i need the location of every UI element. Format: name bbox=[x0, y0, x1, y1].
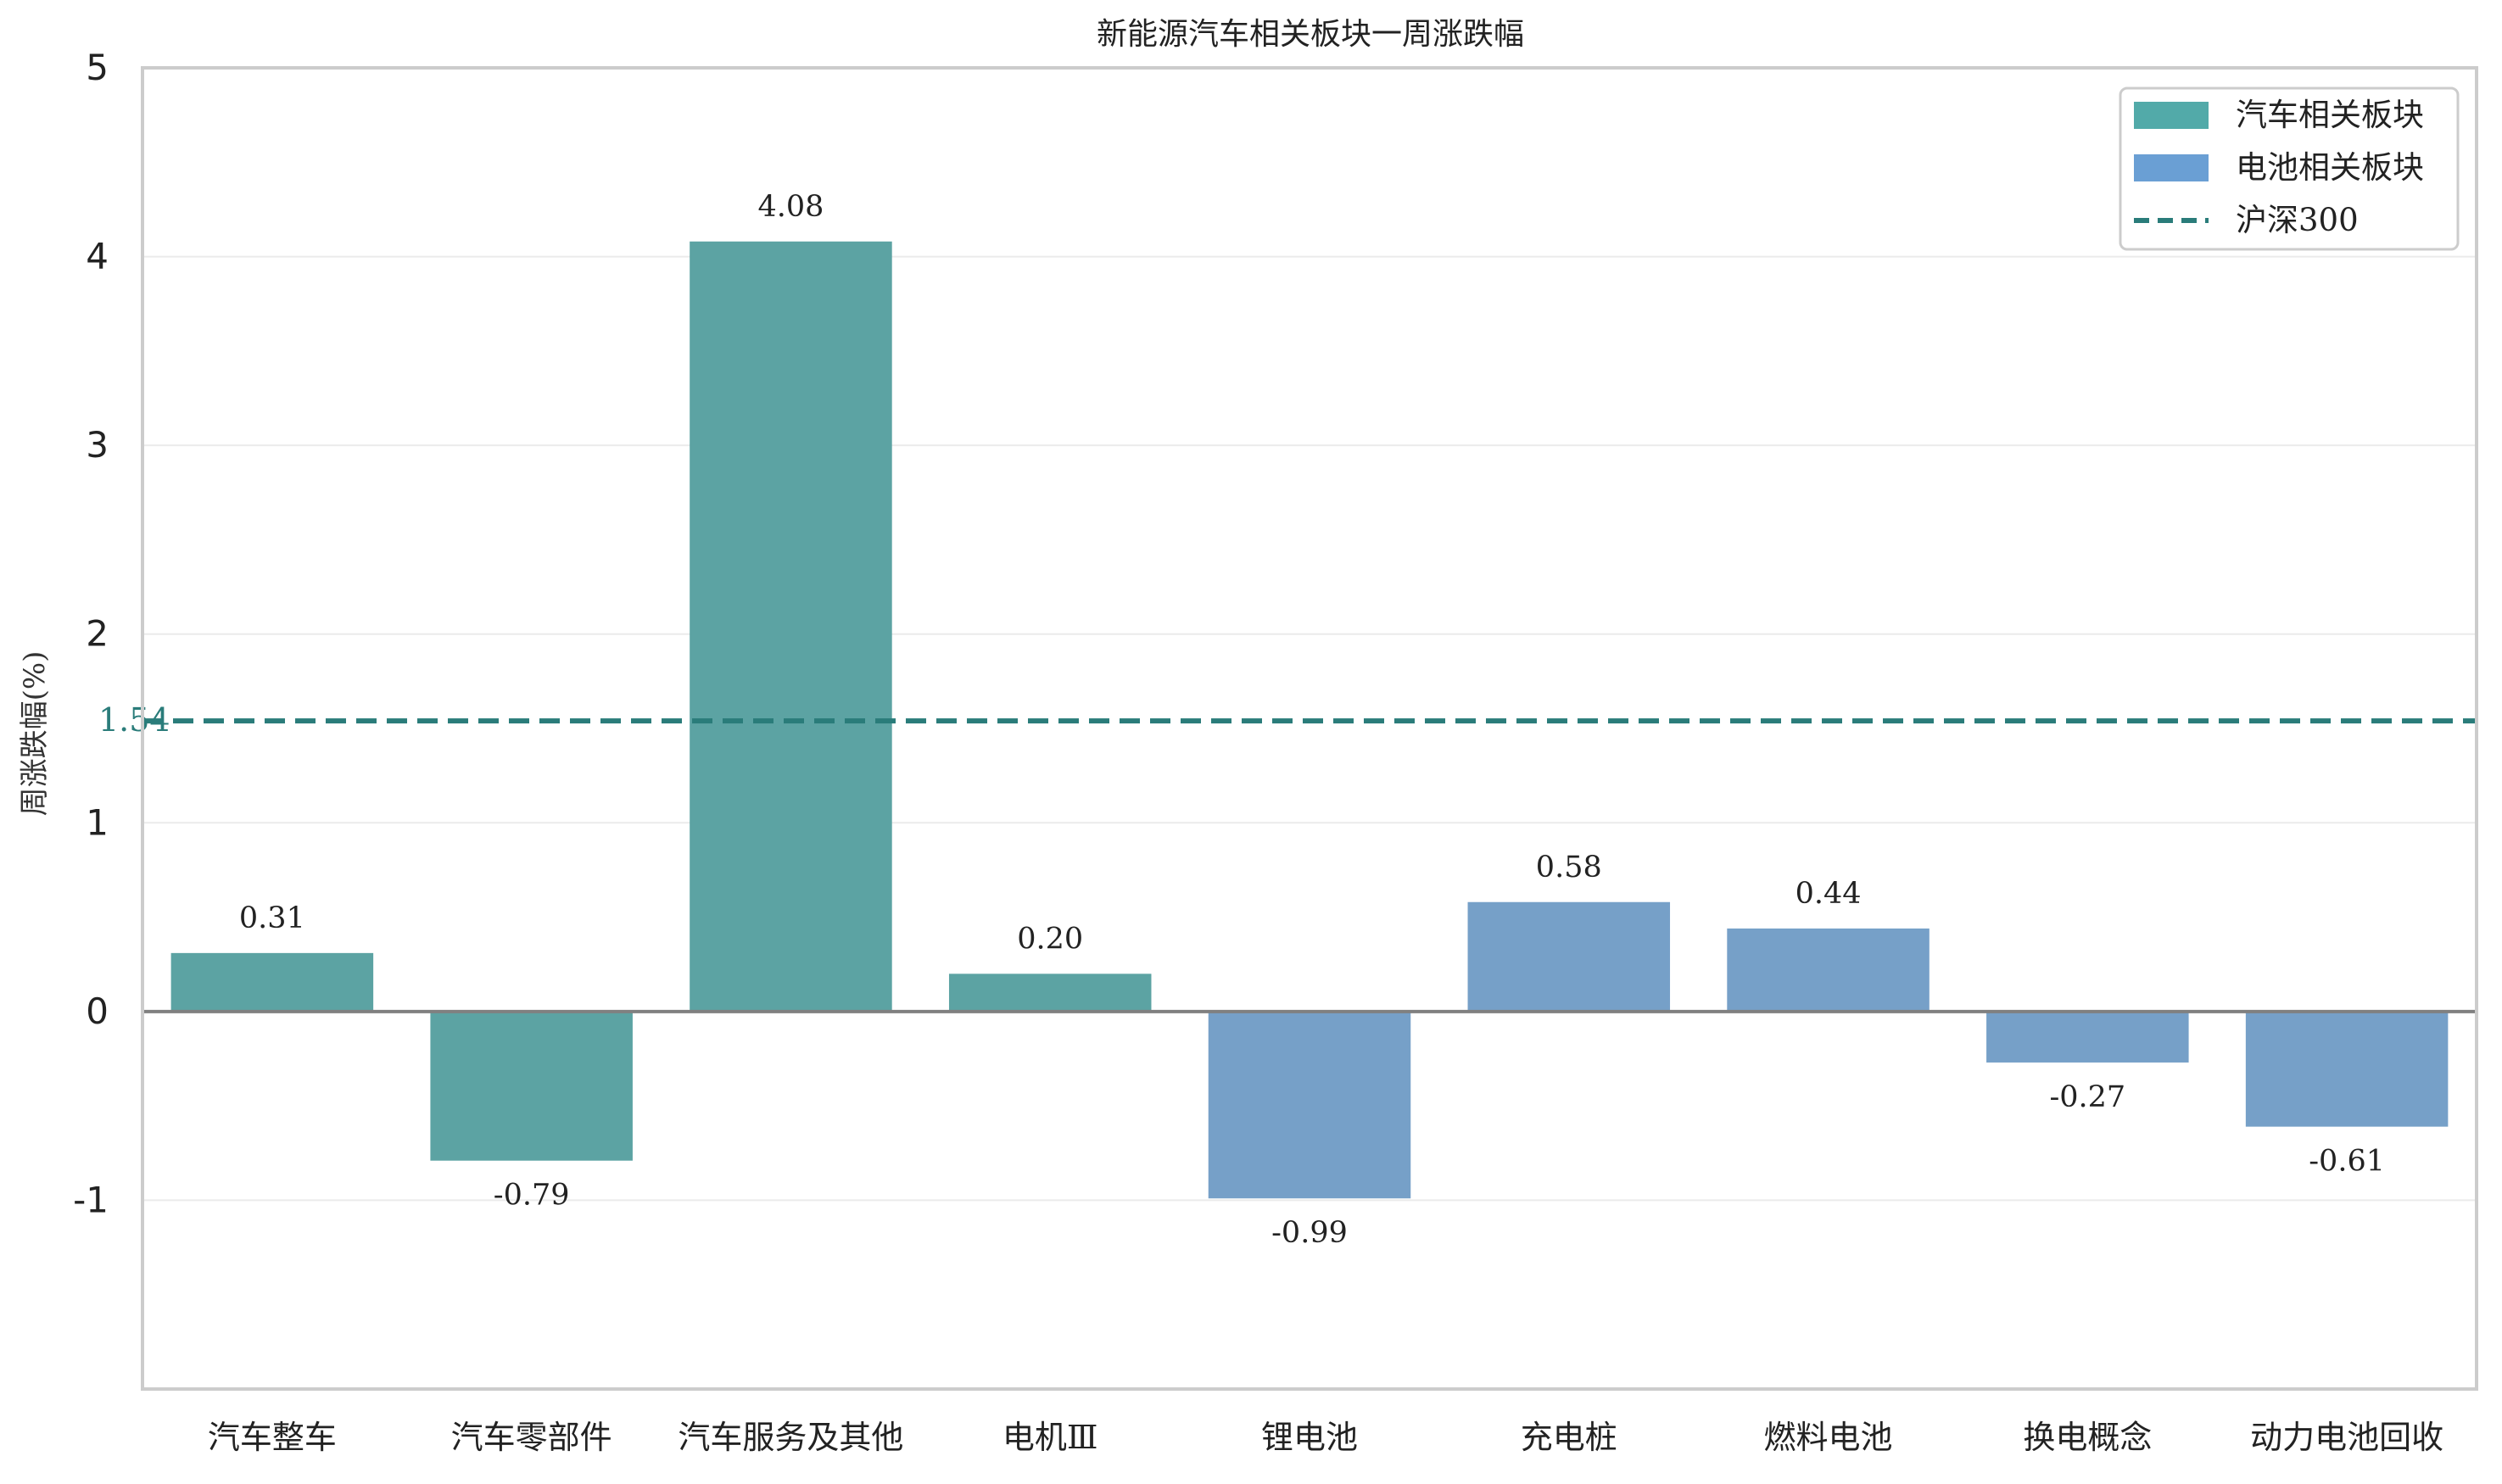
bar-value-label: 0.58 bbox=[1536, 851, 1602, 884]
y-tick-label: 1 bbox=[86, 801, 109, 843]
bar-value-label: 4.08 bbox=[757, 190, 824, 224]
bar bbox=[1208, 1011, 1411, 1199]
bar bbox=[1467, 901, 1671, 1012]
y-axis-label: 周涨跌幅(%) bbox=[18, 651, 52, 817]
legend-label: 电池相关板块 bbox=[2236, 149, 2424, 186]
reference-line-label: 1.54 bbox=[98, 701, 170, 739]
bar-value-label: -0.27 bbox=[2049, 1080, 2125, 1114]
x-tick-label: 动力电池回收 bbox=[2250, 1419, 2443, 1456]
bar bbox=[690, 241, 892, 1012]
y-tick-label: 3 bbox=[86, 424, 109, 466]
x-tick-label: 充电桩 bbox=[1521, 1419, 1617, 1456]
bar bbox=[948, 974, 1152, 1012]
bar bbox=[2245, 1011, 2449, 1127]
legend-label: 沪深300 bbox=[2236, 202, 2359, 238]
bars-layer bbox=[170, 241, 2449, 1199]
reference-layer: 1.54 bbox=[98, 701, 2477, 739]
y-tick-label: 2 bbox=[86, 613, 109, 655]
bar-value-label: 0.31 bbox=[239, 901, 305, 935]
value-labels-layer: 0.31 -0.79 4.08 0.20 -0.99 0.58 0.44 -0.27 -0.61 bbox=[239, 190, 2385, 1250]
x-tick-label: 换电概念 bbox=[2023, 1419, 2152, 1456]
bar-value-label: -0.61 bbox=[2309, 1145, 2385, 1179]
bar bbox=[1727, 928, 1930, 1012]
x-tick-label: 汽车服务及其他 bbox=[678, 1419, 903, 1456]
y-tick-label: 5 bbox=[86, 47, 109, 88]
axes-layer: -1 0 1 2 3 4 5 汽车整车 汽车零部件 汽车服务及其他 电机Ⅲ 锂电池 充电桩 燃料电池 换电概… bbox=[73, 47, 2478, 1456]
bar-value-label: -0.99 bbox=[1271, 1216, 1348, 1250]
x-tick-label: 汽车零部件 bbox=[451, 1419, 612, 1456]
legend-swatch bbox=[2134, 102, 2209, 129]
y-tick-label: 4 bbox=[86, 236, 109, 277]
bar-value-label: 0.44 bbox=[1796, 877, 1862, 911]
x-tick-label: 汽车整车 bbox=[208, 1419, 337, 1456]
x-tick-label: 燃料电池 bbox=[1764, 1419, 1893, 1456]
legend-label: 汽车相关板块 bbox=[2236, 97, 2424, 133]
bar-value-label: 0.20 bbox=[1017, 922, 1083, 956]
y-tick-label: 0 bbox=[86, 990, 109, 1032]
y-tick-label: -1 bbox=[73, 1179, 109, 1220]
plot-frame bbox=[141, 66, 2478, 1391]
legend-swatch bbox=[2134, 154, 2209, 181]
bar bbox=[430, 1011, 633, 1161]
bar bbox=[170, 952, 374, 1012]
bar-value-label: -0.79 bbox=[494, 1179, 570, 1213]
x-tick-label: 锂电池 bbox=[1261, 1419, 1358, 1456]
x-tick-label: 电机Ⅲ bbox=[1002, 1419, 1098, 1456]
bar bbox=[1986, 1011, 2189, 1063]
chart-title: 新能源汽车相关板块一周涨跌幅 bbox=[1097, 17, 1524, 52]
